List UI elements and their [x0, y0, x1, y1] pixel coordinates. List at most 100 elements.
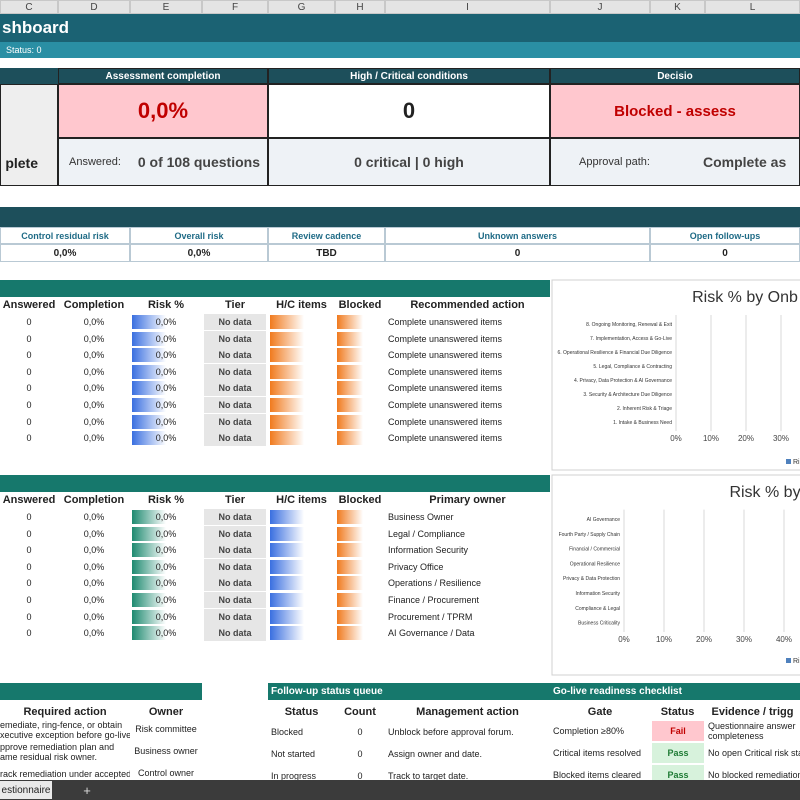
y-category-label: Financial / Commercial: [569, 547, 620, 553]
row-text: Complete unanswered items: [388, 400, 503, 410]
risk-bar: [132, 315, 166, 329]
action-line: xecutive exception before go-live.: [0, 730, 130, 740]
column-letter: C: [0, 0, 58, 14]
answered: 0: [26, 350, 32, 361]
risk-bar: [132, 398, 166, 412]
hc-bar: [270, 414, 304, 429]
x-tick-label: 20%: [738, 434, 754, 443]
queue-cell: 0: [357, 749, 363, 759]
table-header: Tier: [225, 494, 245, 506]
y-category-label: 1. Intake & Business Need: [613, 420, 672, 426]
risk-bar: [132, 576, 166, 591]
gate: Critical items resolved: [553, 748, 642, 758]
metric-value: TBD: [268, 244, 385, 262]
risk-pct: 0,0%: [155, 512, 177, 522]
table-header: Blocked: [338, 299, 382, 311]
card-detail-bg: [268, 138, 550, 186]
hc-bar: [270, 510, 304, 524]
row-text: Finance / Procurement: [388, 595, 480, 605]
row-text: Procurement / TPRM: [388, 611, 473, 622]
hc-bar: [270, 331, 304, 346]
blocked-bar: [337, 315, 363, 329]
blocked-bar: [337, 543, 363, 558]
add-sheet-button[interactable]: +: [83, 782, 91, 798]
y-category-label: 4. Privacy, Data Protection & AI Governa…: [574, 378, 672, 384]
hc-bar: [270, 348, 304, 363]
owner: Control owner: [137, 768, 195, 778]
metric-header: Unknown answers: [385, 227, 650, 244]
row-text: Complete unanswered items: [388, 317, 503, 327]
action-line: ame residual risk owner.: [0, 752, 98, 762]
risk-pct: 0,0%: [155, 383, 177, 394]
tier: No data: [204, 542, 266, 559]
row-text: Complete unanswered items: [388, 383, 503, 394]
queue-cell: Track to target date.: [388, 771, 469, 781]
card-value: 0: [268, 84, 550, 138]
completion: 0,0%: [83, 611, 105, 622]
answered: 0: [26, 595, 32, 605]
table-header: Owner: [148, 706, 184, 718]
row-text: Complete unanswered items: [388, 366, 503, 377]
card-value: 0,0%: [58, 84, 268, 138]
tier: No data: [204, 575, 266, 592]
tier: No data: [204, 558, 266, 575]
blocked-bar: [337, 414, 363, 429]
card-header: Decisio: [550, 68, 800, 84]
metric-value: 0,0%: [130, 244, 268, 262]
completion: 0,0%: [83, 545, 105, 556]
risk-pct: 0,0%: [155, 400, 177, 410]
table-header: H/C items: [276, 299, 327, 311]
risk-bar: [132, 414, 166, 429]
completion: 0,0%: [83, 350, 105, 361]
risk-bar: [132, 510, 166, 524]
table-header: Evidence / trigg: [711, 706, 794, 718]
table-header: H/C items: [276, 494, 327, 506]
row-text: Complete unanswered items: [388, 416, 503, 427]
risk-bar: [132, 331, 166, 346]
risk-pct: 0,0%: [155, 611, 177, 622]
card-value: Blocked - assess: [550, 84, 800, 138]
blocked-bar: [337, 576, 363, 591]
blocked-bar: [337, 398, 363, 412]
hc-bar: [270, 543, 304, 558]
x-tick-label: 10%: [703, 434, 719, 443]
tier: No data: [204, 347, 266, 364]
risk-bar: [132, 348, 166, 363]
y-category-label: Operational Resilience: [570, 561, 621, 567]
queue-cell: In progress: [271, 771, 317, 781]
tier: No data: [204, 509, 266, 525]
card-header: Assessment completion: [58, 68, 268, 84]
answered: 0: [26, 317, 32, 327]
column-letter: J: [550, 0, 650, 14]
answered: 0: [26, 628, 32, 639]
hc-bar: [270, 526, 304, 541]
risk-pct: 0,0%: [155, 366, 177, 377]
table-header: Answered: [2, 299, 56, 311]
action-line: pprove remediation plan and: [0, 742, 115, 752]
y-category-label: Information Security: [576, 591, 621, 597]
evidence-line: No open Critical risk stat: [708, 747, 800, 758]
table-header: Answered: [2, 494, 56, 506]
risk-pct: 0,0%: [155, 317, 177, 327]
queue-band: [268, 683, 800, 700]
summary-left-value: plete: [5, 155, 38, 171]
hc-bar: [270, 364, 304, 379]
risk-pct: 0,0%: [155, 595, 177, 605]
blocked-bar: [337, 431, 363, 446]
tier: No data: [204, 380, 266, 397]
action-line: emediate, ring-fence, or obtain: [0, 720, 123, 730]
column-letter: H: [335, 0, 385, 14]
risk-bar: [132, 593, 166, 607]
answered: 0: [26, 512, 32, 522]
column-letter: D: [58, 0, 130, 14]
table-header: Management action: [416, 706, 519, 718]
card-detail-value: Complete as: [703, 154, 787, 170]
legend-label: Ri: [793, 459, 800, 466]
y-category-label: 7. Implementation, Access & Go-Live: [590, 336, 672, 342]
table-header: Risk %: [147, 494, 185, 506]
metrics-band: [0, 207, 800, 227]
sheet-tab[interactable]: estionnaire: [0, 781, 52, 799]
risk-pct: 0,0%: [155, 350, 177, 361]
y-category-label: AI Governance: [587, 517, 621, 523]
hc-bar: [270, 576, 304, 591]
